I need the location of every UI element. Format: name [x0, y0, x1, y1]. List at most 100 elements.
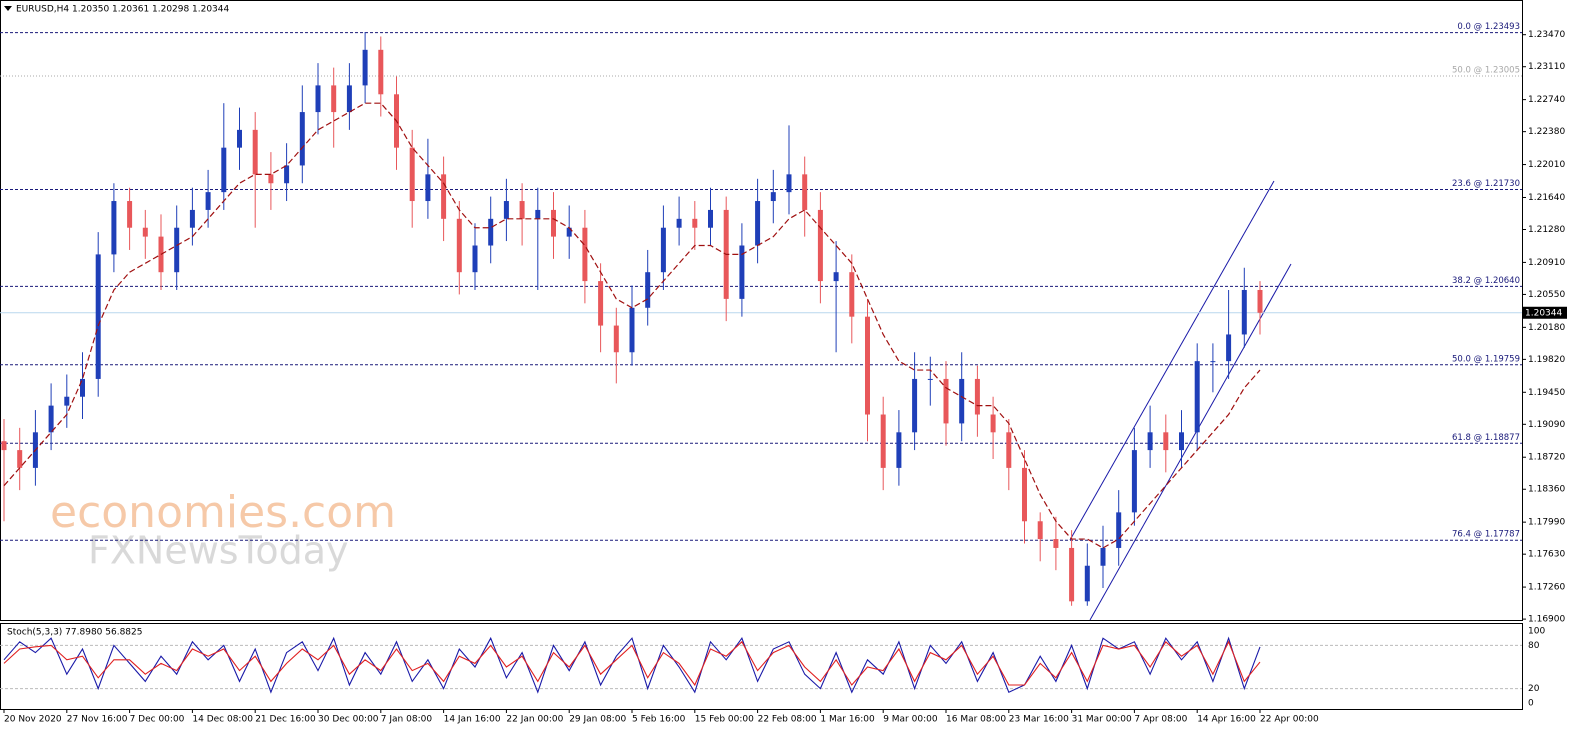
- x-tick-label: 1 Mar 16:00: [820, 715, 875, 725]
- x-tick-label: 16 Mar 08:00: [946, 715, 1006, 725]
- y-tick-label: 1.20910: [1528, 258, 1565, 268]
- y-tick-label: 1.22380: [1528, 127, 1565, 137]
- price-tag-label: 1.20344: [1525, 308, 1562, 318]
- stoch-line: [3, 640, 1261, 687]
- candle-body: [268, 174, 274, 184]
- candle-body: [378, 49, 384, 95]
- candle-body: [676, 218, 682, 228]
- x-tick-label: 27 Nov 16:00: [67, 715, 128, 725]
- candle-body: [1006, 432, 1012, 468]
- stoch-pane: [0, 623, 1523, 710]
- stoch-tick-label: 0: [1528, 699, 1534, 709]
- x-tick-label: 7 Dec 00:00: [130, 715, 185, 725]
- candle-body: [770, 192, 776, 202]
- candle-body: [535, 209, 541, 219]
- candle-body: [645, 272, 651, 308]
- candle-body: [817, 209, 823, 282]
- fib-label: 0.0 @ 1.23493: [1457, 22, 1520, 32]
- candle-body: [629, 307, 635, 353]
- candle-body: [205, 192, 211, 210]
- x-tick-label: 7 Jan 08:00: [381, 715, 433, 725]
- x-tick-label: 22 Jan 00:00: [506, 715, 563, 725]
- candle-body: [1116, 512, 1122, 548]
- candle-body: [1084, 565, 1090, 602]
- x-tick-label: 14 Apr 16:00: [1197, 715, 1256, 725]
- candle-body: [1163, 432, 1169, 451]
- candle-body: [1131, 450, 1137, 513]
- stoch-tick-label: 80: [1528, 641, 1540, 651]
- y-tick-label: 1.22740: [1528, 95, 1565, 105]
- candle-body: [802, 174, 808, 210]
- x-tick-label: 23 Mar 16:00: [1009, 715, 1069, 725]
- candle-body: [472, 245, 478, 273]
- y-tick-label: 1.19450: [1528, 388, 1565, 398]
- fib-label: 50.0 @ 1.19759: [1452, 354, 1520, 364]
- candle-body: [959, 378, 965, 424]
- candle-body: [519, 201, 525, 219]
- candle-body: [974, 378, 980, 415]
- stoch-tick-label: 100: [1528, 627, 1545, 637]
- x-tick-label: 5 Feb 16:00: [632, 715, 686, 725]
- candle-body: [1226, 334, 1232, 362]
- candle-body: [912, 378, 918, 433]
- candle-body: [17, 450, 23, 468]
- candle-body: [1179, 432, 1184, 451]
- x-tick-label: 15 Feb 00:00: [695, 715, 754, 725]
- candle-body: [786, 174, 792, 193]
- ohlc-value: 1.20361: [112, 5, 149, 15]
- x-tick-label: 22 Feb 08:00: [758, 715, 817, 725]
- y-tick-label: 1.23110: [1528, 62, 1565, 72]
- ohlc-value: 1.20350: [72, 5, 109, 15]
- candle-body: [331, 85, 337, 113]
- candle-body: [566, 227, 572, 237]
- candle-body: [1022, 467, 1027, 522]
- main-pane: [0, 0, 1523, 621]
- y-tick-label: 1.17260: [1528, 583, 1565, 593]
- channel-line: [1069, 180, 1275, 541]
- candle-body: [284, 165, 290, 184]
- candle-body: [598, 281, 604, 326]
- candle-body: [613, 325, 619, 353]
- x-tick-label: 9 Mar 00:00: [883, 715, 938, 725]
- candle-body: [943, 378, 949, 424]
- candle-body: [142, 227, 148, 237]
- candle-body: [174, 227, 180, 273]
- candle-body: [865, 316, 870, 415]
- y-tick-label: 1.18360: [1528, 485, 1565, 495]
- indicator-label: Stoch(5,3,3) 77.8980 56.8825: [7, 628, 142, 638]
- y-tick-label: 1.20180: [1528, 323, 1565, 333]
- candle-body: [299, 112, 305, 166]
- fib-label: 76.4 @ 1.17787: [1452, 530, 1520, 540]
- y-tick-label: 1.21640: [1528, 193, 1565, 203]
- candle-body: [927, 378, 933, 380]
- candle-body: [755, 201, 761, 246]
- candle-body: [1053, 539, 1059, 548]
- x-tick-label: 22 Apr 00:00: [1260, 715, 1319, 725]
- candle-body: [551, 209, 556, 237]
- candle-body: [488, 218, 494, 246]
- x-tick-label: 30 Dec 00:00: [318, 715, 379, 725]
- x-tick-label: 20 Nov 2020: [4, 715, 62, 725]
- x-tick-label: 29 Jan 08:00: [569, 715, 626, 725]
- x-tick-label: 14 Dec 08:00: [192, 715, 253, 725]
- fib-label: 61.8 @ 1.18877: [1452, 433, 1520, 443]
- x-tick-label: 7 Apr 08:00: [1134, 715, 1187, 725]
- candle-body: [503, 201, 509, 219]
- y-tick-label: 1.17630: [1528, 550, 1565, 560]
- candle-body: [111, 201, 117, 255]
- watermark: economies.com: [50, 487, 396, 538]
- candle-body: [896, 432, 902, 468]
- candle-body: [456, 218, 462, 273]
- candle-body: [1100, 547, 1106, 566]
- y-tick-label: 1.19090: [1528, 420, 1565, 430]
- candle-body: [127, 201, 133, 228]
- candle-body: [990, 414, 996, 433]
- y-tick-label: 1.23470: [1528, 30, 1565, 40]
- chart-title: EURUSD,H4: [16, 5, 69, 15]
- moving-average: [3, 102, 1261, 549]
- x-tick-label: 31 Mar 00:00: [1072, 715, 1132, 725]
- candle-body: [441, 174, 447, 219]
- y-tick-label: 1.16900: [1528, 615, 1565, 625]
- candle-body: [237, 129, 242, 148]
- candle-body: [362, 49, 368, 86]
